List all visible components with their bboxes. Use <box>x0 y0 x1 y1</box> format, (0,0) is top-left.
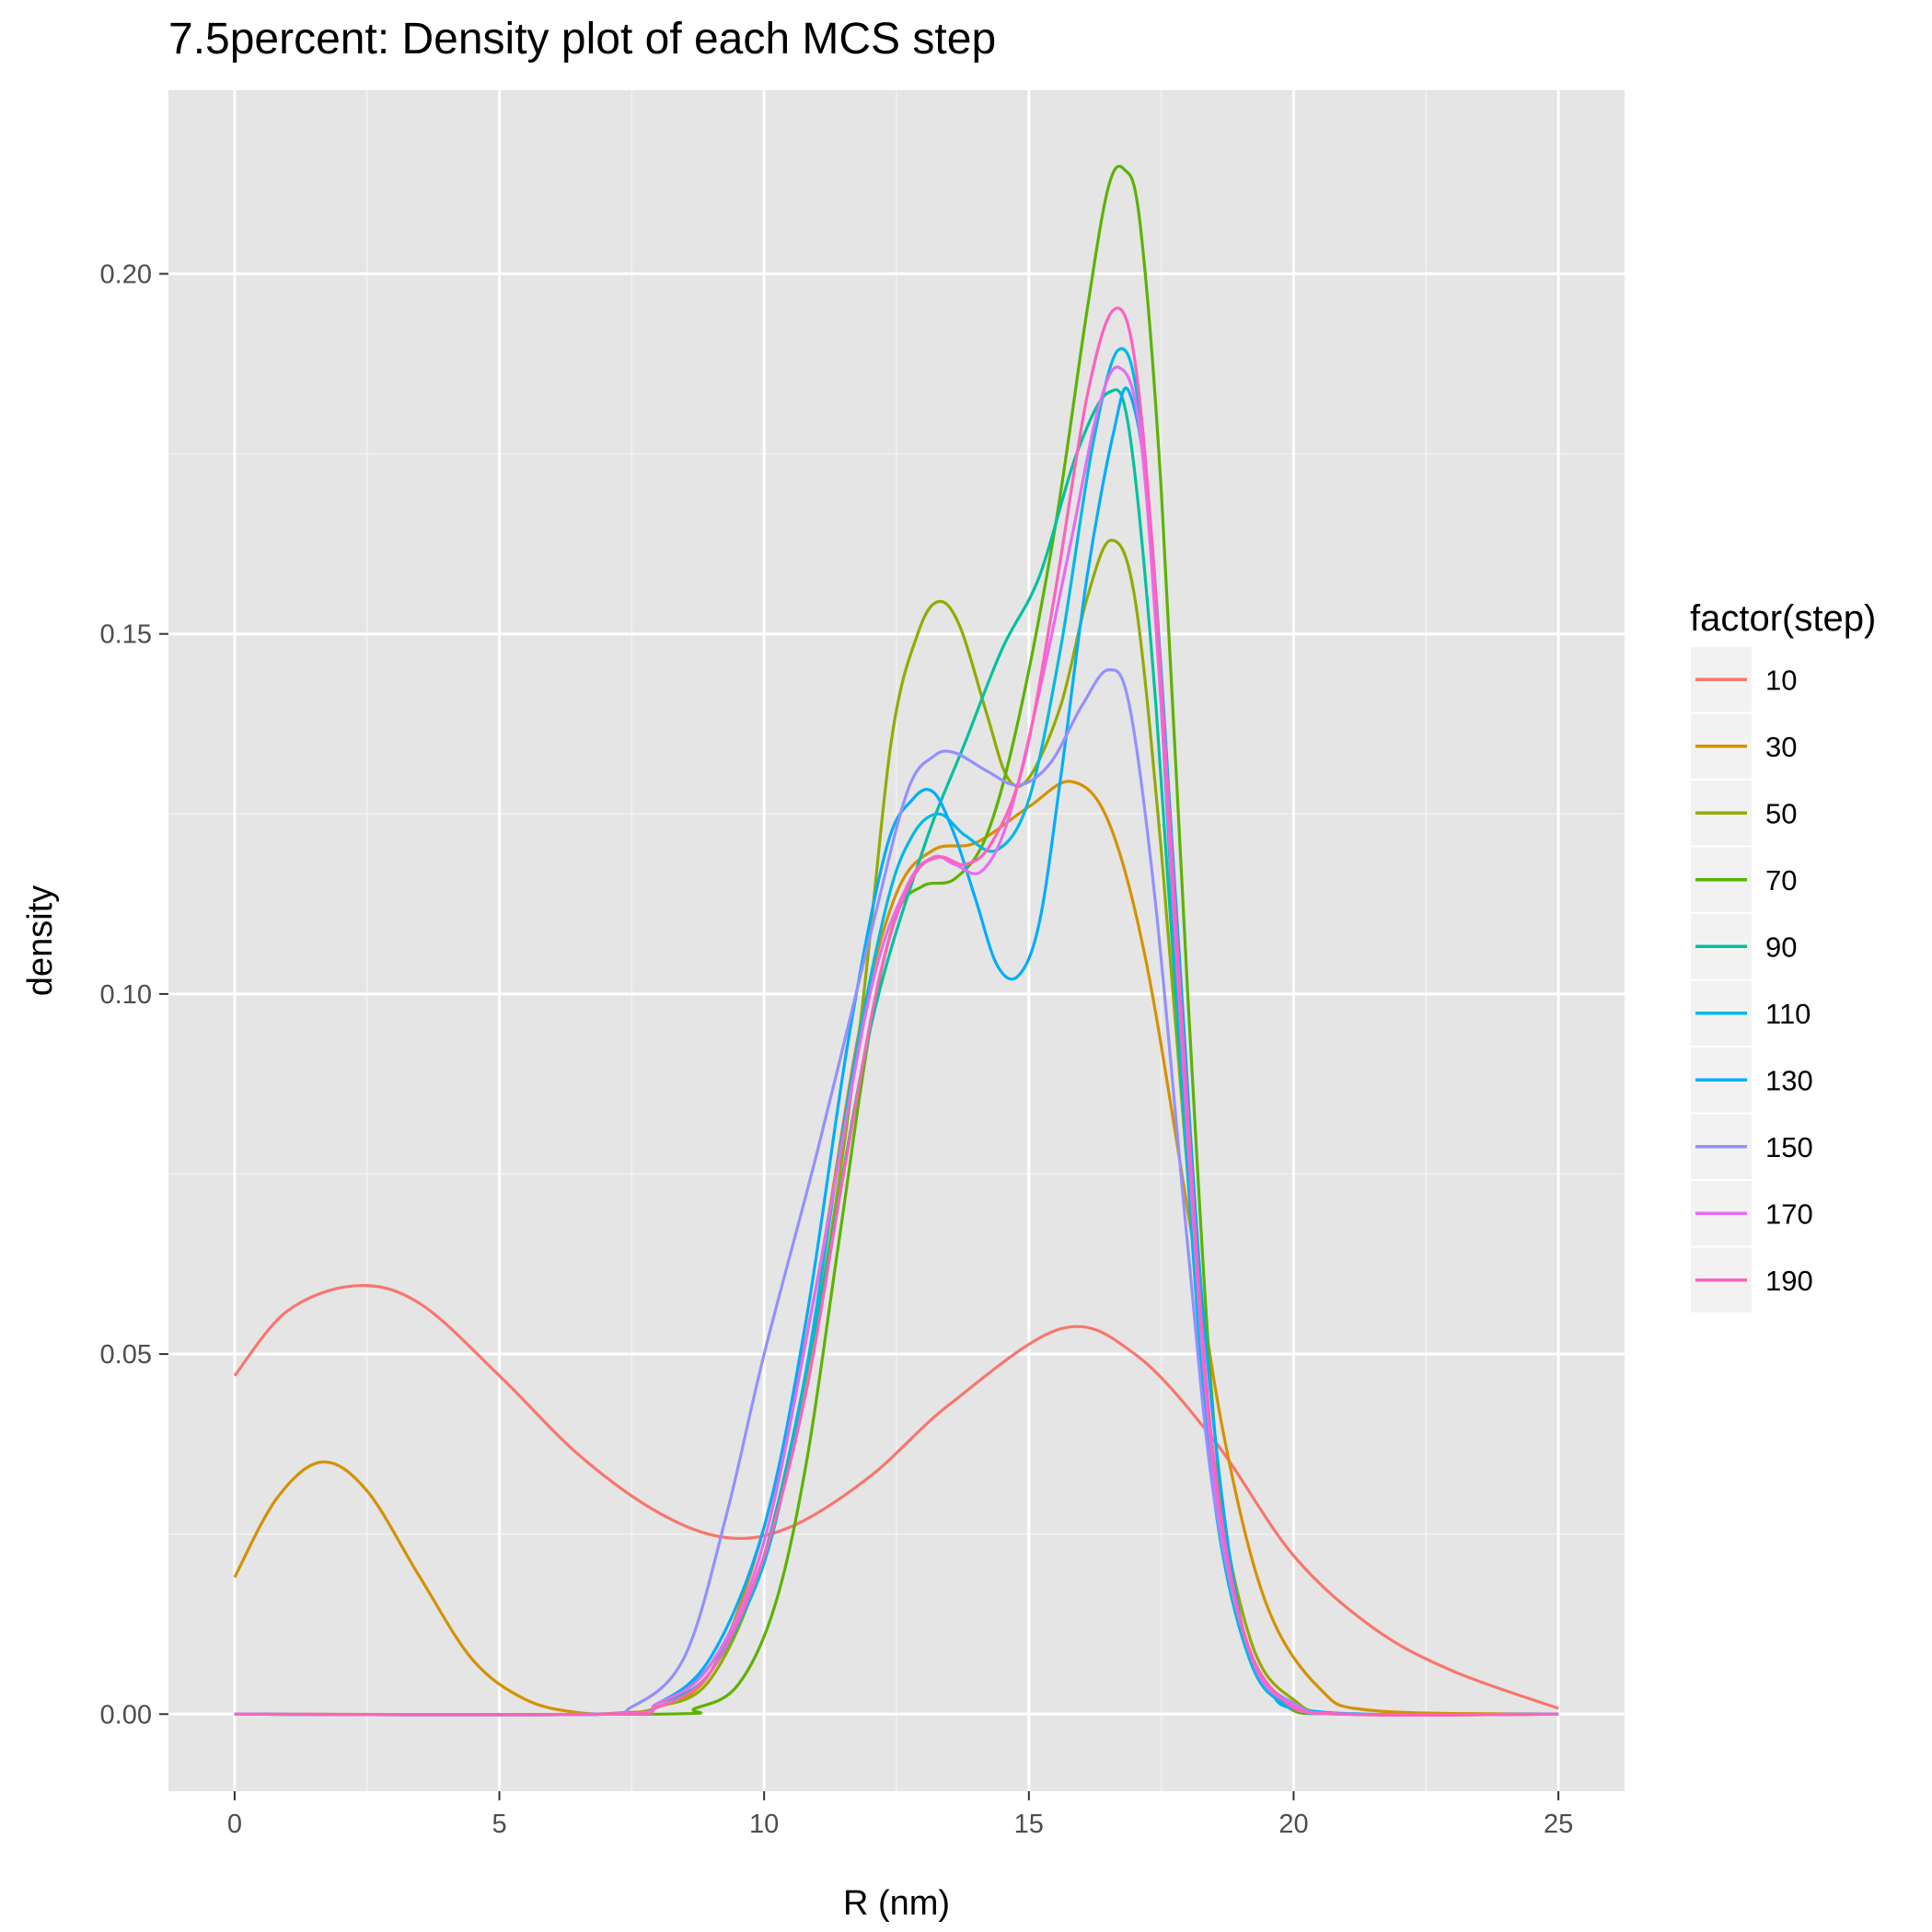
legend-item-170: 170 <box>1689 1179 1813 1248</box>
legend: factor(step) 10 30 50 70 90 110 130 150 170 190 <box>1689 598 1876 1314</box>
series-layer <box>233 165 1559 1718</box>
legend-label: 90 <box>1765 931 1797 963</box>
y-tick-label: 0.20 <box>100 260 152 290</box>
legend-item-50: 50 <box>1689 779 1797 848</box>
legend-item-10: 10 <box>1689 645 1797 714</box>
y-axis-title: density <box>21 885 60 996</box>
legend-items: 10 30 50 70 90 110 130 150 170 190 <box>1689 645 1813 1314</box>
legend-label: 190 <box>1765 1265 1813 1297</box>
series-line-130 <box>234 386 1559 1717</box>
x-tick-label: 5 <box>492 1810 506 1839</box>
legend-item-150: 150 <box>1689 1112 1813 1181</box>
legend-label: 50 <box>1765 797 1797 829</box>
legend-label: 130 <box>1765 1064 1813 1096</box>
legend-item-130: 130 <box>1689 1046 1813 1115</box>
legend-label: 10 <box>1765 664 1797 696</box>
legend-label: 110 <box>1765 998 1811 1030</box>
legend-item-90: 90 <box>1689 912 1797 981</box>
y-tick-label: 0.00 <box>100 1700 152 1730</box>
y-tick-label: 0.10 <box>100 980 152 1010</box>
chart-title: 7.5percent: Density plot of each MCS ste… <box>168 15 996 64</box>
legend-label: 70 <box>1765 864 1797 897</box>
y-tick-label: 0.15 <box>100 620 152 650</box>
legend-label: 170 <box>1765 1197 1813 1230</box>
x-tick-label: 25 <box>1544 1810 1573 1839</box>
x-tick-label: 20 <box>1278 1810 1308 1839</box>
legend-label: 150 <box>1765 1131 1813 1163</box>
x-axis: 0 5 10 15 20 25 <box>227 1791 1573 1839</box>
series-line-10 <box>233 1283 1559 1710</box>
series-line-150 <box>234 668 1559 1717</box>
legend-title: factor(step) <box>1690 598 1876 639</box>
y-tick-label: 0.05 <box>100 1340 152 1370</box>
legend-item-70: 70 <box>1689 845 1797 914</box>
legend-label: 30 <box>1765 731 1797 763</box>
x-tick-label: 0 <box>227 1810 242 1839</box>
x-tick-label: 15 <box>1014 1810 1044 1839</box>
legend-item-190: 190 <box>1689 1245 1813 1314</box>
x-axis-title: R (nm) <box>843 1884 950 1923</box>
legend-item-110: 110 <box>1689 978 1811 1047</box>
legend-item-30: 30 <box>1689 711 1797 781</box>
grid-minor <box>168 90 1625 1791</box>
x-tick-label: 10 <box>749 1810 779 1839</box>
y-axis: 0.00 0.05 0.10 0.15 0.20 <box>100 260 168 1730</box>
series-line-190 <box>234 307 1559 1718</box>
